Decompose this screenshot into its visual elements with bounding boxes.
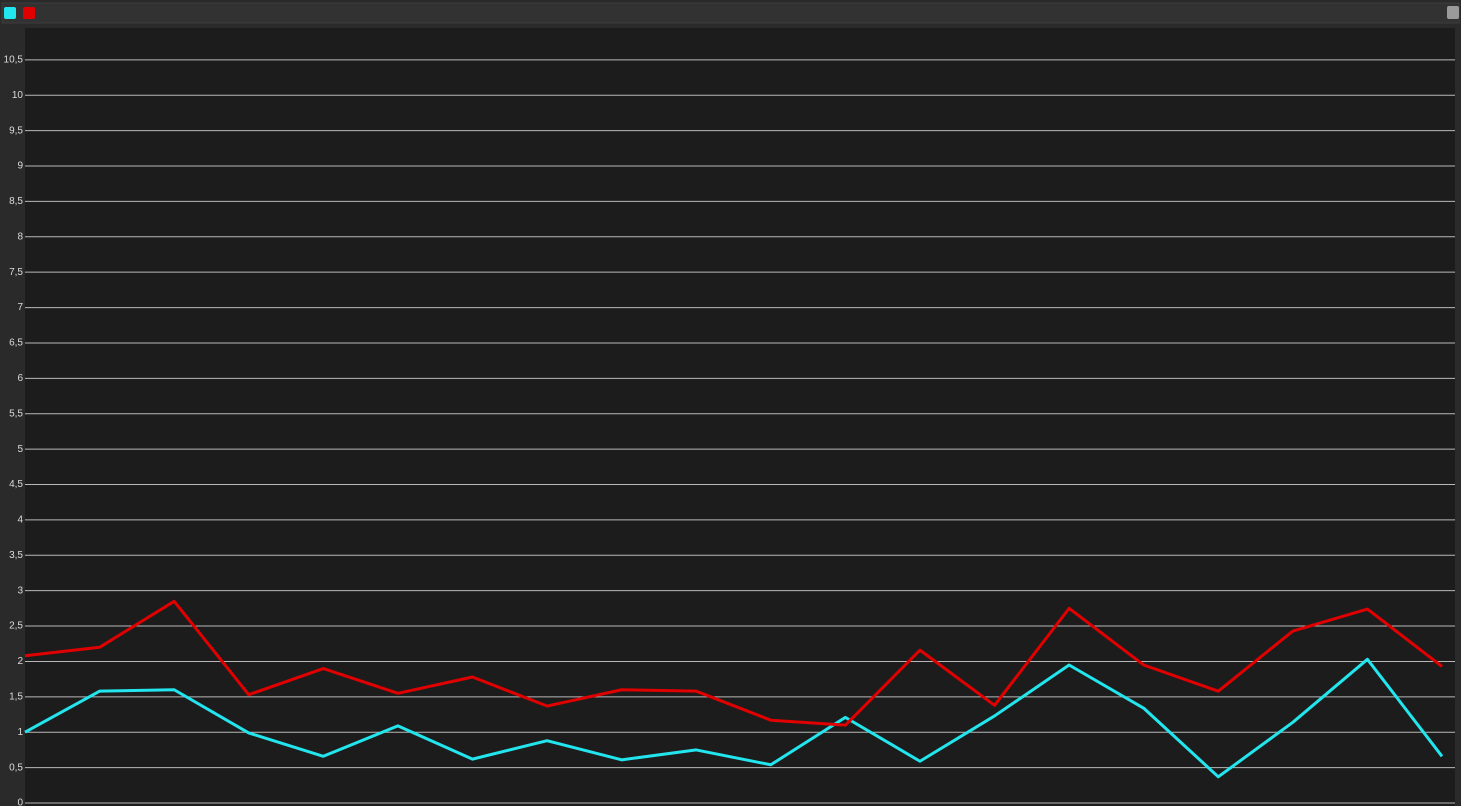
y-tick-label: 0 <box>17 798 23 806</box>
y-tick-label: 0,5 <box>9 762 23 773</box>
toolbar <box>1 2 1460 24</box>
y-tick-label: 1,5 <box>9 691 23 702</box>
plot-area <box>25 28 1455 806</box>
y-tick-label: 2,5 <box>9 621 23 632</box>
y-tick-label: 2 <box>17 656 23 667</box>
y-tick-label: 10 <box>12 90 24 101</box>
legend <box>4 7 35 19</box>
series-line <box>24 657 1444 779</box>
y-tick-label: 6,5 <box>9 338 23 349</box>
y-tick-label: 5 <box>17 444 23 455</box>
y-tick-label: 9,5 <box>9 125 23 136</box>
y-tick-label: 5,5 <box>9 408 23 419</box>
y-tick-label: 7,5 <box>9 267 23 278</box>
y-tick-label: 9 <box>17 161 23 172</box>
y-tick-label: 10,5 <box>4 54 24 65</box>
y-tick-label: 7 <box>17 302 23 313</box>
y-tick-label: 6 <box>17 373 23 384</box>
toolbar-button[interactable] <box>1447 6 1459 19</box>
y-tick-label: 4,5 <box>9 479 23 490</box>
y-tick-label: 8,5 <box>9 196 23 207</box>
legend-swatch <box>23 7 35 19</box>
legend-swatch <box>4 7 16 19</box>
series-line <box>24 599 1443 727</box>
y-tick-label: 3,5 <box>9 550 23 561</box>
y-tick-label: 3 <box>17 585 23 596</box>
y-tick-label: 4 <box>17 515 23 526</box>
y-tick-label: 8 <box>17 231 23 242</box>
y-tick-label: 1 <box>17 727 23 738</box>
